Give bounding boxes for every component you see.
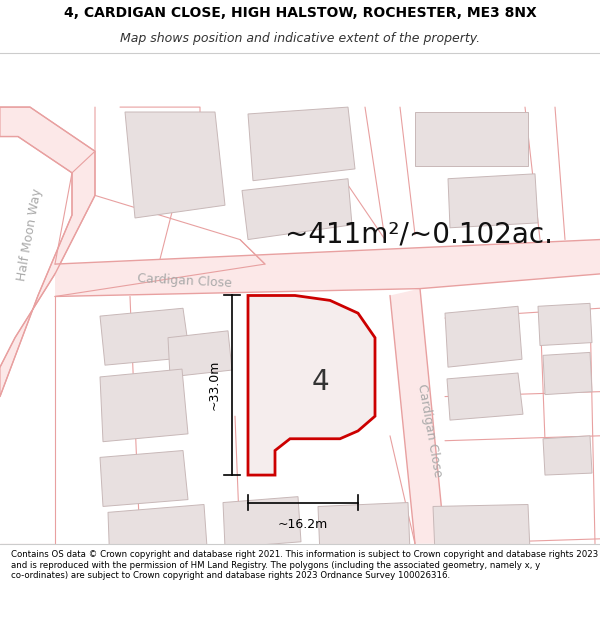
Polygon shape: [100, 451, 188, 506]
Text: ~411m²/~0.102ac.: ~411m²/~0.102ac.: [285, 221, 553, 249]
Polygon shape: [242, 179, 352, 239]
Polygon shape: [100, 369, 188, 442]
Polygon shape: [55, 239, 600, 296]
Text: 4: 4: [311, 368, 329, 396]
Polygon shape: [445, 306, 522, 367]
Polygon shape: [543, 352, 592, 394]
Polygon shape: [538, 303, 592, 346]
Polygon shape: [543, 436, 592, 475]
Text: Map shows position and indicative extent of the property.: Map shows position and indicative extent…: [120, 32, 480, 45]
Text: Contains OS data © Crown copyright and database right 2021. This information is : Contains OS data © Crown copyright and d…: [11, 550, 598, 580]
Polygon shape: [248, 107, 355, 181]
Polygon shape: [447, 373, 523, 420]
Polygon shape: [125, 112, 225, 218]
Text: Cardigan Close: Cardigan Close: [415, 383, 445, 479]
Polygon shape: [0, 107, 95, 397]
PathPatch shape: [248, 296, 375, 475]
Polygon shape: [415, 112, 528, 166]
Polygon shape: [108, 504, 208, 569]
Polygon shape: [223, 497, 301, 548]
Polygon shape: [318, 503, 410, 556]
Polygon shape: [448, 174, 538, 228]
Polygon shape: [100, 308, 190, 365]
Text: ~33.0m: ~33.0m: [208, 360, 221, 411]
Text: Cardigan Close: Cardigan Close: [137, 272, 233, 290]
Text: ~16.2m: ~16.2m: [278, 518, 328, 531]
Text: 4, CARDIGAN CLOSE, HIGH HALSTOW, ROCHESTER, ME3 8NX: 4, CARDIGAN CLOSE, HIGH HALSTOW, ROCHEST…: [64, 6, 536, 20]
Polygon shape: [433, 504, 530, 554]
Polygon shape: [305, 351, 360, 394]
Polygon shape: [390, 289, 445, 544]
Text: Half Moon Way: Half Moon Way: [16, 188, 44, 282]
Polygon shape: [168, 331, 232, 377]
